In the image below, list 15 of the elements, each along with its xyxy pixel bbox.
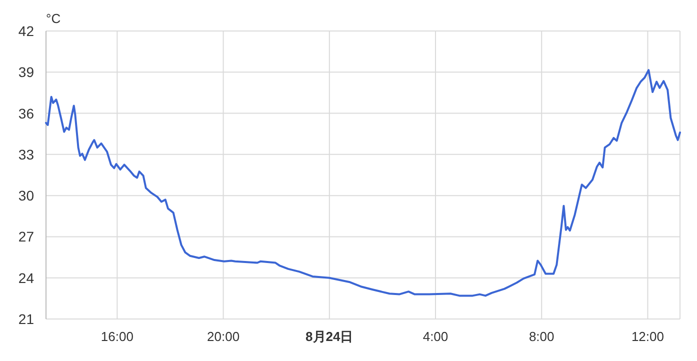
y-tick-label: 42	[18, 23, 34, 39]
y-tick-label: 27	[18, 228, 34, 245]
y-tick-label: 24	[18, 270, 34, 286]
x-tick-label: 12:00	[631, 329, 664, 344]
y-tick-label: 33	[18, 146, 34, 162]
x-tick-label: 4:00	[422, 329, 448, 344]
x-tick-label: 8:00	[528, 329, 554, 344]
y-tick-label: 21	[18, 311, 34, 327]
x-tick-label: 8月24日	[306, 329, 354, 344]
y-tick-label: 39	[18, 64, 34, 80]
x-tick-label: 20:00	[207, 329, 240, 344]
y-axis-title: °C	[46, 11, 61, 26]
y-tick-label: 36	[18, 105, 34, 122]
x-tick-label: 16:00	[100, 329, 134, 344]
y-tick-label: 30	[18, 188, 34, 204]
